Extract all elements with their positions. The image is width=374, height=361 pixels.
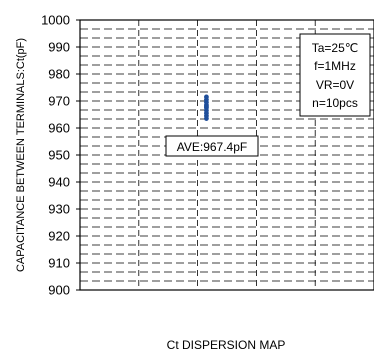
y-tick-label: 900 <box>48 283 70 298</box>
chart-title: Ct DISPERSION MAP <box>167 338 286 352</box>
y-tick-label: 950 <box>48 148 70 163</box>
y-tick-label: 1000 <box>41 13 70 28</box>
y-axis-ticks: 900 910 920 930 940 950 960 970 980 990 1000 <box>41 13 80 298</box>
data-point <box>204 94 209 100</box>
condition-temperature: Ta=25℃ <box>312 41 359 55</box>
y-tick-label: 920 <box>48 229 70 244</box>
y-tick-label: 960 <box>48 121 70 136</box>
y-tick-label: 970 <box>48 94 70 109</box>
y-tick-label: 910 <box>48 256 70 271</box>
condition-frequency: f=1MHz <box>314 59 356 73</box>
plot-frame <box>79 19 374 291</box>
data-points <box>204 94 209 121</box>
average-annotation: AVE:967.4pF <box>177 140 248 154</box>
y-tick-label: 940 <box>48 175 70 190</box>
y-tick-label: 990 <box>48 40 70 55</box>
y-axis-label: CAPACITANCE BETWEEN TERMINALS:Ct(pF) <box>15 38 27 272</box>
condition-sample-count: n=10pcs <box>312 96 358 110</box>
conditions-box: Ta=25℃ f=1MHz VR=0V n=10pcs <box>299 33 371 117</box>
average-annotation-box: AVE:967.4pF <box>165 135 259 157</box>
y-tick-label: 930 <box>48 202 70 217</box>
y-tick-label: 980 <box>48 67 70 82</box>
condition-voltage: VR=0V <box>316 78 354 92</box>
